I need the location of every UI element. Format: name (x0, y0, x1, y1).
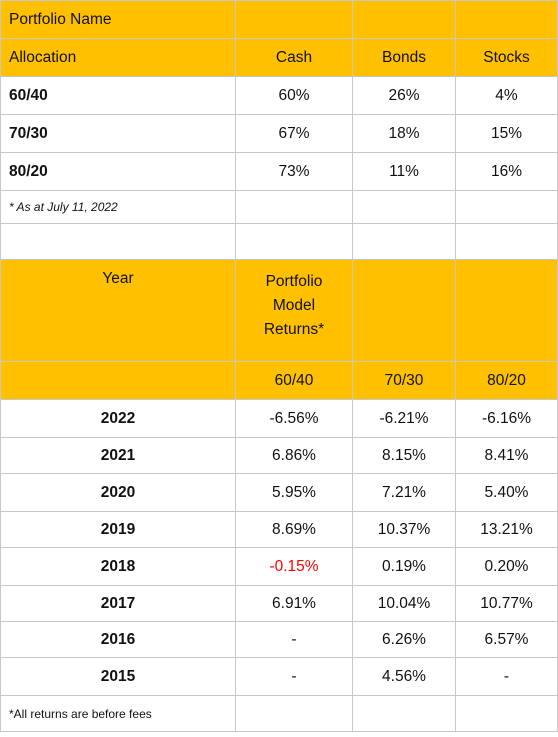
allocation-header-row: Allocation Cash Bonds Stocks (0, 38, 558, 77)
portfolio-name-row: Portfolio Name (0, 0, 558, 39)
returns-header-row: Year Portfolio Model Returns* (0, 259, 558, 362)
allocation-row: 60/40 60% 26% 4% (0, 76, 558, 115)
allocation-footnote-row: * As at July 11, 2022 (0, 190, 558, 224)
return-8020: 13.21% (455, 511, 558, 548)
return-7030: 6.26% (352, 621, 456, 658)
return-6040: 8.69% (235, 511, 353, 548)
allocation-cash: 67% (235, 114, 353, 153)
portfolio-columns-row: 60/40 70/30 80/20 (0, 361, 558, 400)
return-6040: - (235, 621, 353, 658)
returns-footnote: *All returns are before fees (0, 695, 236, 732)
return-8020: 5.40% (455, 473, 558, 512)
return-6040: - (235, 657, 353, 696)
allocation-row: 80/20 73% 11% 16% (0, 152, 558, 191)
allocation-stocks: 4% (455, 76, 558, 115)
returns-year: 2021 (0, 437, 236, 474)
return-8020: 8.41% (455, 437, 558, 474)
portfolio-name-label: Portfolio Name (0, 0, 236, 39)
col-header-stocks: Stocks (455, 38, 558, 77)
return-6040: 6.91% (235, 585, 353, 622)
col-header-8020: 80/20 (455, 361, 558, 400)
return-7030: -6.21% (352, 399, 456, 438)
returns-year: 2022 (0, 399, 236, 438)
allocation-stocks: 16% (455, 152, 558, 191)
return-8020: 10.77% (455, 585, 558, 622)
allocation-row-name: 60/40 (0, 76, 236, 115)
spacer-row (0, 223, 558, 260)
returns-year: 2018 (0, 547, 236, 586)
allocation-row: 70/30 67% 18% 15% (0, 114, 558, 153)
returns-header: Portfolio Model Returns* (235, 259, 353, 362)
year-label: Year (0, 259, 236, 362)
col-header-bonds: Bonds (352, 38, 456, 77)
allocation-footnote: * As at July 11, 2022 (0, 190, 236, 224)
returns-row: 2020 5.95% 7.21% 5.40% (0, 473, 558, 512)
return-8020: 0.20% (455, 547, 558, 586)
return-6040-negative: -0.15% (235, 547, 353, 586)
return-8020: 6.57% (455, 621, 558, 658)
returns-row: 2015 - 4.56% - (0, 657, 558, 696)
return-7030: 4.56% (352, 657, 456, 696)
returns-row: 2017 6.91% 10.04% 10.77% (0, 585, 558, 622)
return-8020: -6.16% (455, 399, 558, 438)
returns-year: 2020 (0, 473, 236, 512)
allocation-bonds: 11% (352, 152, 456, 191)
return-6040: -6.56% (235, 399, 353, 438)
allocation-cash: 60% (235, 76, 353, 115)
returns-year: 2017 (0, 585, 236, 622)
returns-row: 2021 6.86% 8.15% 8.41% (0, 437, 558, 474)
returns-year: 2019 (0, 511, 236, 548)
allocation-bonds: 18% (352, 114, 456, 153)
allocation-stocks: 15% (455, 114, 558, 153)
allocation-bonds: 26% (352, 76, 456, 115)
returns-year: 2015 (0, 657, 236, 696)
allocation-cash: 73% (235, 152, 353, 191)
allocation-row-name: 80/20 (0, 152, 236, 191)
returns-footnote-row: *All returns are before fees (0, 695, 558, 732)
return-6040: 6.86% (235, 437, 353, 474)
returns-row: 2022 -6.56% -6.21% -6.16% (0, 399, 558, 438)
return-7030: 10.04% (352, 585, 456, 622)
returns-row: 2018 -0.15% 0.19% 0.20% (0, 547, 558, 586)
allocation-row-name: 70/30 (0, 114, 236, 153)
col-header-6040: 60/40 (235, 361, 353, 400)
allocation-label: Allocation (0, 38, 236, 77)
return-7030: 7.21% (352, 473, 456, 512)
return-6040: 5.95% (235, 473, 353, 512)
returns-row: 2016 - 6.26% 6.57% (0, 621, 558, 658)
return-7030: 0.19% (352, 547, 456, 586)
col-header-cash: Cash (235, 38, 353, 77)
return-7030: 10.37% (352, 511, 456, 548)
col-header-7030: 70/30 (352, 361, 456, 400)
returns-row: 2019 8.69% 10.37% 13.21% (0, 511, 558, 548)
return-7030: 8.15% (352, 437, 456, 474)
returns-year: 2016 (0, 621, 236, 658)
return-8020: - (455, 657, 558, 696)
